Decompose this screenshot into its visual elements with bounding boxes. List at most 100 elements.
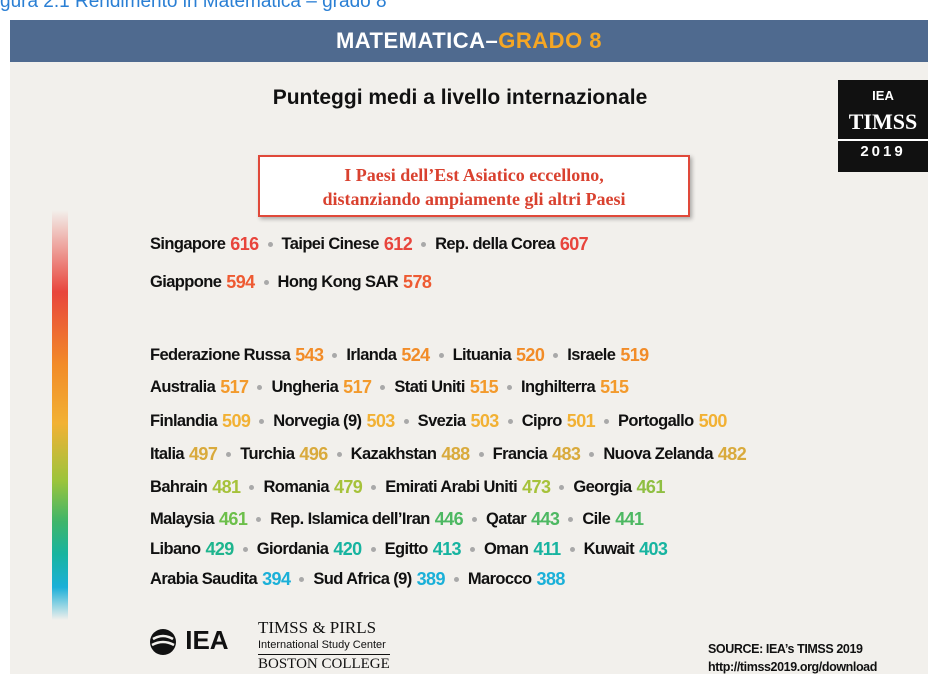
country-score: 479 <box>333 477 363 497</box>
country-name: Israele <box>567 346 616 364</box>
country-item: Egitto 413 <box>384 539 462 560</box>
country-score: 501 <box>566 411 596 431</box>
country-item: Italia 497 <box>150 444 218 465</box>
country-name: Libano <box>150 540 201 558</box>
country-item: Portogallo 500 <box>618 411 727 432</box>
globe-icon <box>150 629 176 656</box>
separator <box>380 385 386 390</box>
country-name: Lituania <box>452 346 512 364</box>
country-score: 389 <box>416 569 446 589</box>
score-row: Giappone 594 Hong Kong SAR 578 <box>150 272 432 293</box>
country-score: 607 <box>559 234 589 254</box>
country-score: 497 <box>189 444 218 464</box>
separator <box>568 517 574 522</box>
country-score: 515 <box>469 377 499 397</box>
country-score: 403 <box>639 539 668 559</box>
country-item: Lituania 520 <box>453 345 545 366</box>
separator <box>259 419 265 424</box>
separator <box>507 385 513 390</box>
separator <box>332 353 338 358</box>
country-name: Oman <box>483 540 529 558</box>
separator <box>371 485 377 490</box>
country-name: Malaysia <box>150 510 215 528</box>
country-name: Georgia <box>573 478 632 496</box>
callout-line: distanziando ampiamente gli altri Paesi <box>322 189 626 209</box>
logo-year: 2019 <box>838 139 928 160</box>
country-name: Taipei Cinese <box>281 235 380 253</box>
country-name: Nuova Zelanda <box>603 445 713 463</box>
callout: I Paesi dell’Est Asiatico eccellono, dis… <box>258 155 690 217</box>
separator <box>472 517 477 522</box>
country-score: 461 <box>219 509 248 529</box>
country-item: Cipro 501 <box>522 411 596 432</box>
country-item: Georgia 461 <box>573 477 666 498</box>
separator <box>559 485 565 490</box>
country-score: 503 <box>366 411 395 431</box>
country-item: Arabia Saudita 394 <box>150 569 291 590</box>
country-item: Nuova Zelanda 482 <box>603 444 746 465</box>
country-score: 543 <box>295 345 324 365</box>
country-item: Rep. Islamica dell’Iran 446 <box>270 509 463 530</box>
country-name: Italia <box>150 445 185 463</box>
country-item: Federazione Russa 543 <box>150 345 324 366</box>
country-name: Kuwait <box>583 540 635 558</box>
country-item: Israele 519 <box>567 345 649 366</box>
country-item: Taipei Cinese 612 <box>282 234 413 255</box>
country-score: 616 <box>230 234 259 254</box>
score-row: Libano 429 Giordania 420 Egitto 413 Oman 411 Kuw… <box>150 539 668 560</box>
country-name: Australia <box>150 378 216 396</box>
country-score: 524 <box>401 345 430 365</box>
color-scale <box>52 210 68 620</box>
country-name: Finlandia <box>150 412 218 430</box>
country-name: Francia <box>492 445 548 463</box>
country-item: Irlanda 524 <box>346 345 430 366</box>
timss-logo: IEA TIMSS 2019 <box>838 80 928 172</box>
country-name: Cile <box>582 510 611 528</box>
separator <box>469 547 475 552</box>
title: MATEMATICA– <box>335 28 499 53</box>
separator <box>256 517 262 522</box>
country-score: 578 <box>403 272 432 292</box>
country-name: Egitto <box>384 540 429 558</box>
country-item: Finlandia 509 <box>150 411 251 432</box>
separator <box>569 547 575 552</box>
country-name: Qatar <box>486 510 527 528</box>
header-band: MATEMATICA–GRADO 8 <box>10 20 928 62</box>
country-item: Giordania 420 <box>257 539 362 560</box>
country-item: Singapore 616 <box>150 234 259 255</box>
separator <box>257 385 263 390</box>
separator <box>453 577 459 582</box>
country-item: Oman 411 <box>484 539 561 560</box>
country-item: Ungheria 517 <box>271 377 372 398</box>
country-name: Kazakhstan <box>350 445 437 463</box>
country-score: 496 <box>299 444 328 464</box>
score-row: Federazione Russa 543 Irlanda 524 Lituania 52… <box>150 345 649 366</box>
country-score: 441 <box>615 509 644 529</box>
country-name: Bahrain <box>150 478 208 496</box>
logo-name: TIMSS <box>848 109 918 134</box>
country-score: 461 <box>636 477 666 497</box>
country-name: Inghilterra <box>521 378 596 396</box>
country-score: 482 <box>717 444 747 464</box>
country-item: Sud Africa (9) 389 <box>313 569 445 590</box>
country-name: Giordania <box>256 540 329 558</box>
country-name: Rep. Islamica dell’Iran <box>270 510 430 528</box>
title-grade: GRADO 8 <box>498 28 603 53</box>
separator <box>478 452 484 457</box>
country-name: Turchia <box>240 445 295 463</box>
country-item: Marocco 388 <box>468 569 565 590</box>
separator <box>421 242 427 247</box>
country-item: Rep. della Corea 607 <box>435 234 589 255</box>
country-name: Ungheria <box>271 378 339 396</box>
country-score: 509 <box>222 411 251 431</box>
country-item: Giappone 594 <box>150 272 255 293</box>
country-score: 481 <box>212 477 241 497</box>
score-row: Bahrain 481 Romania 479 Emirati Arabi Uniti 4… <box>150 477 665 498</box>
score-row: Singapore 616 Taipei Cinese 612 Rep. della C… <box>150 234 589 255</box>
separator <box>438 353 444 358</box>
country-name: Irlanda <box>346 346 397 364</box>
country-name: Giappone <box>150 273 222 291</box>
separator <box>403 419 409 424</box>
separator <box>226 452 232 457</box>
source: SOURCE: IEA’s TIMSS 2019 <box>708 642 863 656</box>
